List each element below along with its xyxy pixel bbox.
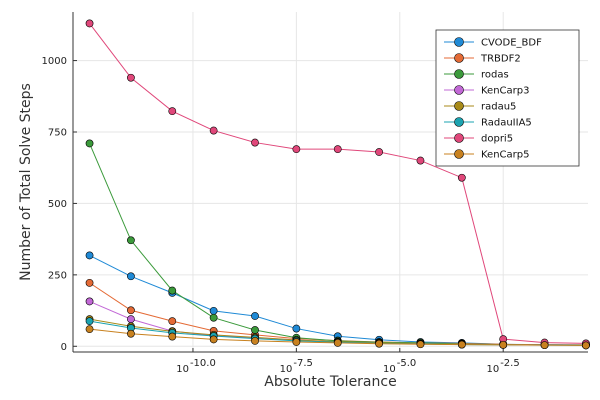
data-point: [85, 19, 94, 28]
x-axis-title: Absolute Tolerance: [264, 374, 396, 390]
data-point: [333, 145, 342, 154]
data-point: [168, 317, 177, 326]
data-point: [582, 341, 590, 350]
y-tick-label: 1000: [42, 56, 67, 67]
x-tick-label: 10: [486, 364, 499, 375]
data-point: [209, 335, 218, 344]
data-point: [292, 338, 301, 346]
series-KenCarp5: [85, 325, 590, 350]
x-tick-label: 10: [383, 364, 396, 375]
x-tick-exponent: -7.5: [293, 358, 313, 369]
data-point: [209, 313, 218, 322]
data-point: [540, 341, 549, 350]
data-point: [416, 156, 425, 165]
legend-marker: [454, 69, 464, 79]
legend-marker: [454, 37, 464, 47]
x-tick-exponent: -5.0: [397, 358, 417, 369]
data-point: [251, 326, 259, 334]
data-point: [127, 236, 135, 245]
data-point: [375, 148, 384, 156]
x-tick-label: 10: [176, 364, 189, 375]
data-point: [292, 145, 301, 154]
data-point: [499, 340, 508, 349]
legend-label: TRBDF2: [480, 54, 521, 65]
data-point: [85, 297, 94, 306]
legend-marker: [454, 133, 464, 143]
legend: CVODE_BDF TRBDF2 rodas KenCarp3 radau5 RadauI…: [435, 29, 580, 167]
legend-marker: [454, 149, 464, 159]
data-point: [127, 306, 135, 315]
data-point: [127, 272, 135, 281]
data-point: [85, 278, 94, 287]
data-point: [85, 317, 94, 326]
data-point: [168, 332, 177, 341]
data-point: [168, 107, 177, 116]
data-point: [85, 325, 94, 334]
legend-box: [435, 29, 580, 167]
legend-label: rodas: [481, 70, 509, 81]
data-point: [251, 336, 259, 345]
legend-marker: [454, 117, 464, 127]
legend-label: KenCarp3: [481, 86, 529, 97]
data-point: [85, 139, 94, 148]
data-point: [457, 340, 466, 349]
legend-marker: [454, 53, 464, 63]
data-point: [416, 340, 425, 349]
legend-label: CVODE_BDF: [481, 38, 542, 49]
x-tick-exponent: -10.0: [190, 358, 216, 369]
series-rodas: [85, 139, 590, 350]
data-point: [168, 286, 177, 295]
y-tick-label: 500: [48, 199, 67, 210]
data-point: [209, 126, 218, 135]
series-CVODE_BDF: [85, 251, 590, 349]
x-tick-exponent: -2.5: [500, 358, 520, 369]
legend-label: KenCarp5: [481, 150, 529, 161]
series-layer: [85, 19, 590, 350]
legend-marker: [454, 85, 464, 95]
data-point: [209, 306, 218, 315]
legend-label: dopri5: [481, 134, 513, 145]
legend-label: radau5: [481, 102, 516, 113]
data-point: [85, 251, 94, 260]
data-point: [127, 73, 135, 82]
data-point: [251, 312, 259, 320]
series-line: [89, 143, 586, 346]
y-tick-label: 0: [61, 342, 67, 353]
data-point: [251, 138, 259, 147]
data-point: [333, 338, 342, 347]
y-tick-label: 250: [48, 270, 67, 281]
data-point: [375, 339, 384, 348]
data-point: [127, 315, 135, 324]
legend-label: RadauIIA5: [481, 118, 532, 129]
y-tick-label: 750: [48, 128, 67, 139]
data-point: [292, 324, 301, 333]
data-point: [127, 329, 135, 338]
x-tick-label: 10: [280, 364, 293, 375]
y-axis-title: Number of Total Solve Steps: [18, 83, 34, 281]
data-point: [457, 173, 466, 182]
legend-marker: [454, 101, 464, 111]
